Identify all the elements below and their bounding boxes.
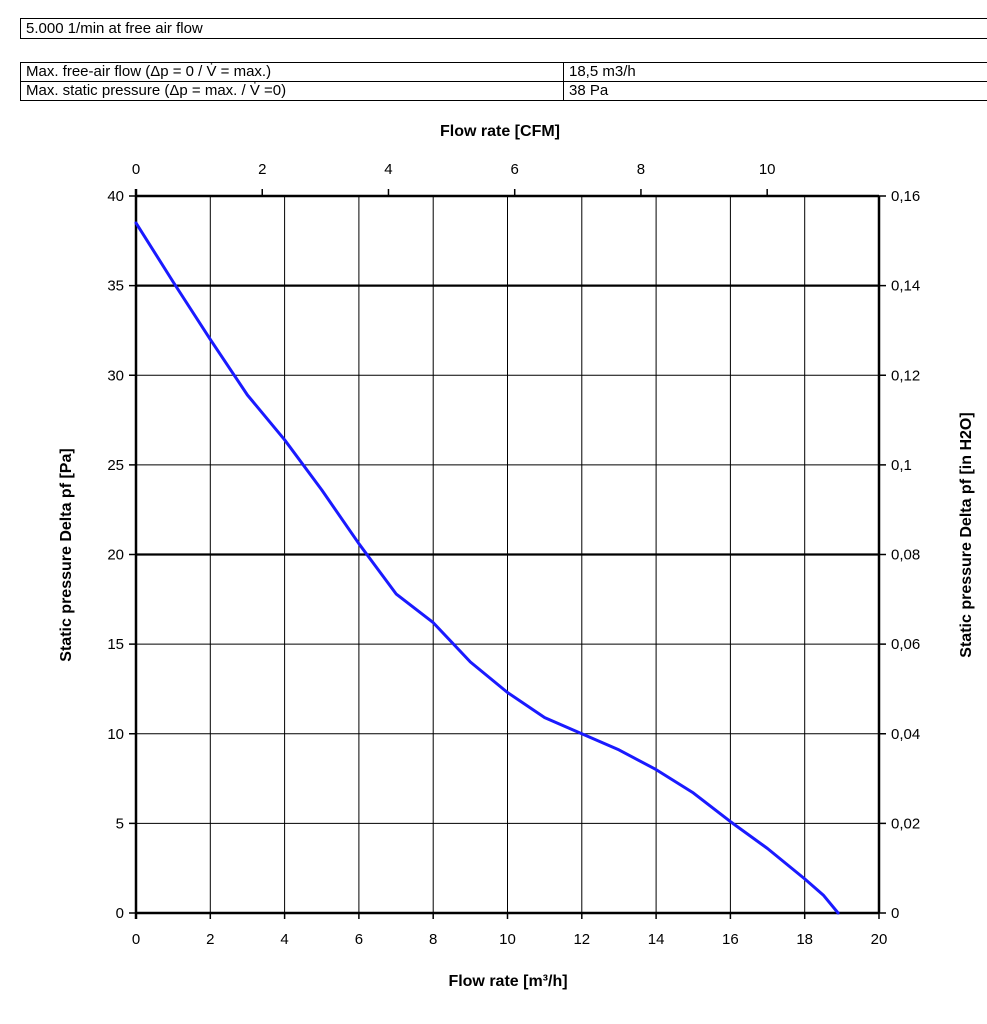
y2-tick-label: 0,12	[891, 367, 920, 384]
y-tick-label: 30	[107, 367, 124, 384]
y2-tick-label: 0,06	[891, 636, 920, 653]
y2-tick-label: 0,04	[891, 726, 920, 743]
x2-tick-label: 10	[759, 161, 776, 178]
y-tick-label: 40	[107, 188, 124, 205]
x-axis-title: Flow rate [m³/h]	[448, 973, 567, 990]
x2-tick-label: 0	[132, 161, 140, 178]
speed-note: 5.000 1/min at free air flow	[20, 18, 987, 39]
x2-tick-label: 2	[258, 161, 266, 178]
x-tick-label: 10	[499, 931, 516, 948]
x-tick-label: 0	[132, 931, 140, 948]
spec-table: Max. free-air flow (Δp = 0 / V̇ = max.) …	[20, 62, 987, 101]
y-tick-label: 25	[107, 457, 124, 474]
y2-axis-title: Static pressure Delta pf [in H2O]	[958, 412, 975, 657]
y2-tick-label: 0,08	[891, 547, 920, 564]
x2-tick-label: 6	[511, 161, 519, 178]
x-tick-label: 16	[722, 931, 739, 948]
table-row: Max. static pressure (Δp = max. / V̇ =0)…	[20, 81, 987, 101]
x-tick-label: 4	[280, 931, 288, 948]
x-tick-label: 8	[429, 931, 437, 948]
chart-axes	[129, 189, 886, 919]
y-tick-label: 5	[116, 815, 124, 832]
x-tick-label: 6	[355, 931, 363, 948]
x2-tick-label: 4	[384, 161, 392, 178]
y2-tick-label: 0,14	[891, 278, 920, 295]
y-tick-label: 20	[107, 547, 124, 564]
chart-grid	[136, 196, 879, 913]
table-row: Max. free-air flow (Δp = 0 / V̇ = max.) …	[20, 62, 987, 82]
spec-label: Max. free-air flow (Δp = 0 / V̇ = max.)	[20, 62, 564, 82]
x-tick-label: 20	[871, 931, 888, 948]
x-tick-label: 12	[573, 931, 590, 948]
pressure-flow-curve	[134, 221, 840, 915]
y-tick-label: 35	[107, 278, 124, 295]
x2-tick-label: 8	[637, 161, 645, 178]
y-tick-label: 0	[116, 905, 124, 922]
y-tick-label: 10	[107, 726, 124, 743]
y-axis-title: Static pressure Delta pf [Pa]	[58, 448, 75, 661]
y2-tick-label: 0,16	[891, 188, 920, 205]
x-tick-label: 18	[796, 931, 813, 948]
x-tick-label: 14	[648, 931, 665, 948]
spec-label: Max. static pressure (Δp = max. / V̇ =0)	[20, 81, 564, 101]
x-tick-label: 2	[206, 931, 214, 948]
spec-value: 38 Pa	[563, 81, 987, 101]
x2-axis-title: Flow rate [CFM]	[440, 123, 560, 140]
y2-tick-label: 0,02	[891, 815, 920, 832]
y-tick-label: 15	[107, 636, 124, 653]
y2-tick-label: 0	[891, 905, 899, 922]
y2-tick-label: 0,1	[891, 457, 912, 474]
